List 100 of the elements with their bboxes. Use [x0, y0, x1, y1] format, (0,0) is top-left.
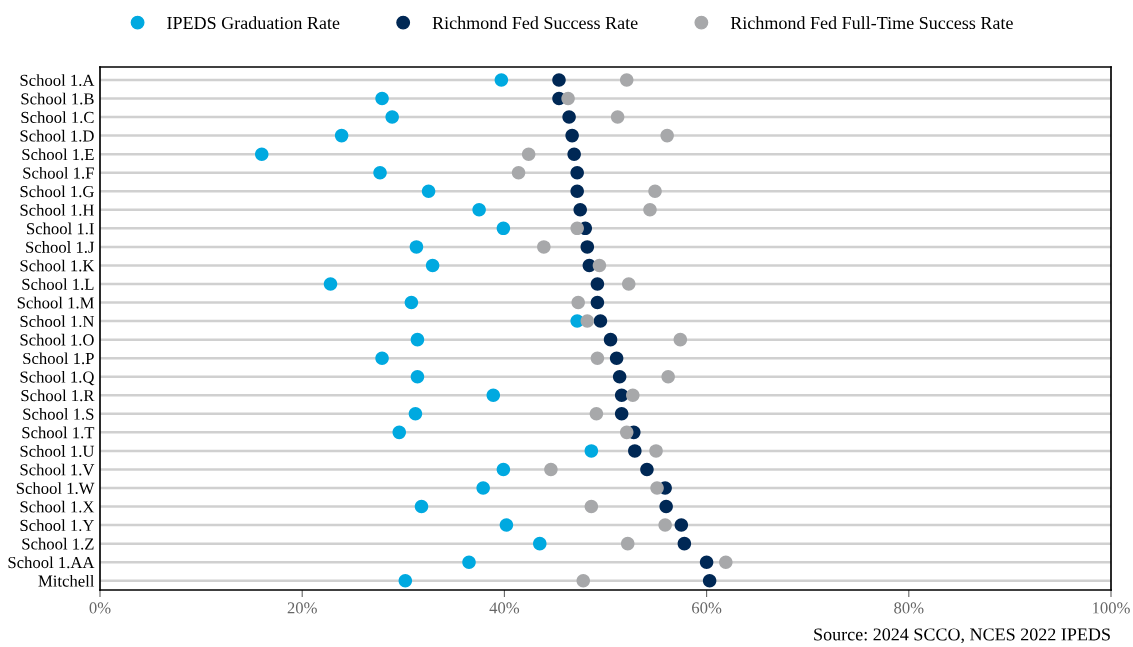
y-tick-label: School 1.J — [26, 241, 95, 253]
point — [570, 184, 584, 199]
point — [496, 221, 511, 236]
point — [660, 128, 674, 143]
point — [561, 91, 575, 106]
point — [375, 351, 389, 365]
point — [425, 258, 440, 273]
point — [619, 73, 634, 87]
point — [593, 314, 608, 328]
point — [584, 444, 599, 458]
point — [614, 407, 629, 421]
point — [392, 425, 407, 440]
point — [643, 203, 657, 217]
y-tick-label: School 1.Y — [20, 519, 95, 532]
point — [537, 240, 551, 254]
legend-label: Richmond Fed Success Rate — [432, 16, 638, 30]
y-tick-label: School 1.X — [20, 500, 95, 513]
point — [385, 110, 399, 124]
point — [410, 369, 425, 384]
point — [640, 462, 654, 477]
point — [609, 351, 624, 365]
point — [571, 295, 585, 310]
point — [592, 258, 607, 273]
y-tick-label: School 1.Z — [22, 537, 94, 550]
point — [462, 555, 476, 569]
point — [565, 128, 579, 143]
point — [649, 444, 663, 458]
point — [699, 555, 714, 569]
legend-label: Richmond Fed Full-Time Success Rate — [730, 16, 1013, 30]
point — [486, 388, 501, 403]
y-tick-label: School 1.D — [20, 129, 94, 142]
point — [254, 147, 269, 161]
point — [659, 499, 673, 514]
point — [590, 277, 605, 291]
y-tick-label: School 1.H — [20, 204, 94, 216]
point — [499, 518, 514, 532]
y-tick-label: School 1.K — [20, 259, 95, 272]
point — [570, 221, 584, 236]
point — [619, 425, 634, 440]
y-tick-label: School 1.V — [20, 463, 95, 476]
point — [573, 203, 587, 217]
x-tick-label: 60% — [692, 602, 722, 614]
point — [544, 462, 558, 477]
point — [628, 444, 642, 458]
point — [673, 332, 688, 347]
point — [650, 481, 664, 495]
point — [702, 573, 717, 588]
point — [610, 110, 625, 124]
point — [404, 295, 419, 310]
point — [677, 536, 692, 551]
point — [674, 518, 689, 532]
point — [373, 165, 387, 180]
point — [648, 184, 662, 199]
y-tick-label: School 1.L — [22, 278, 94, 291]
source-note: Source: 2024 SCCO, NCES 2022 IPEDS — [814, 628, 1110, 644]
point — [658, 518, 672, 532]
point — [590, 295, 605, 310]
point — [580, 314, 595, 328]
point — [414, 499, 429, 514]
y-tick-label: School 1.E — [22, 148, 94, 161]
point — [494, 73, 509, 87]
point — [375, 91, 389, 106]
x-tick-label: 80% — [894, 602, 924, 614]
legend-label: IPEDS Graduation Rate — [167, 16, 340, 30]
x-tick-label: 100% — [1093, 602, 1130, 614]
point — [612, 369, 627, 384]
point — [603, 332, 618, 347]
y-tick-label: Mitchell — [38, 574, 95, 587]
y-tick-label: School 1.S — [23, 408, 94, 420]
y-tick-label: School 1.I — [27, 222, 94, 235]
y-tick-label: School 1.C — [21, 111, 94, 124]
y-tick-label: School 1.T — [22, 426, 95, 439]
point — [408, 407, 423, 421]
point — [409, 240, 424, 254]
point — [580, 240, 595, 254]
y-tick-label: School 1.N — [20, 315, 95, 328]
point — [567, 147, 581, 161]
y-tick-label: School 1.P — [23, 352, 94, 365]
point — [576, 573, 591, 588]
y-tick-label: School 1.F — [23, 166, 94, 179]
point — [511, 165, 526, 180]
point — [590, 351, 605, 365]
y-tick-label: School 1.A — [20, 74, 95, 86]
point — [562, 110, 576, 124]
x-tick-label: 40% — [489, 602, 520, 614]
point — [334, 128, 349, 143]
y-tick-label: School 1.R — [21, 389, 95, 402]
point — [621, 277, 636, 291]
point — [323, 277, 338, 291]
x-tick-label: 0% — [89, 602, 111, 614]
point — [472, 203, 486, 217]
point — [496, 462, 511, 477]
point — [589, 407, 604, 421]
point — [476, 481, 490, 495]
y-tick-label: School 1.AA — [8, 556, 95, 569]
point — [661, 369, 675, 384]
y-tick-label: School 1.G — [20, 185, 94, 198]
point — [521, 147, 536, 161]
x-tick-label: 20% — [287, 602, 317, 614]
point — [410, 332, 425, 347]
